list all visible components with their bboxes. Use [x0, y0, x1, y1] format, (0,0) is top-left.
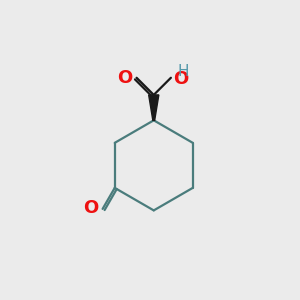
Text: O: O: [117, 69, 132, 87]
Text: H: H: [178, 64, 189, 80]
Text: O: O: [173, 70, 188, 88]
Polygon shape: [149, 95, 159, 120]
Text: O: O: [83, 199, 98, 217]
